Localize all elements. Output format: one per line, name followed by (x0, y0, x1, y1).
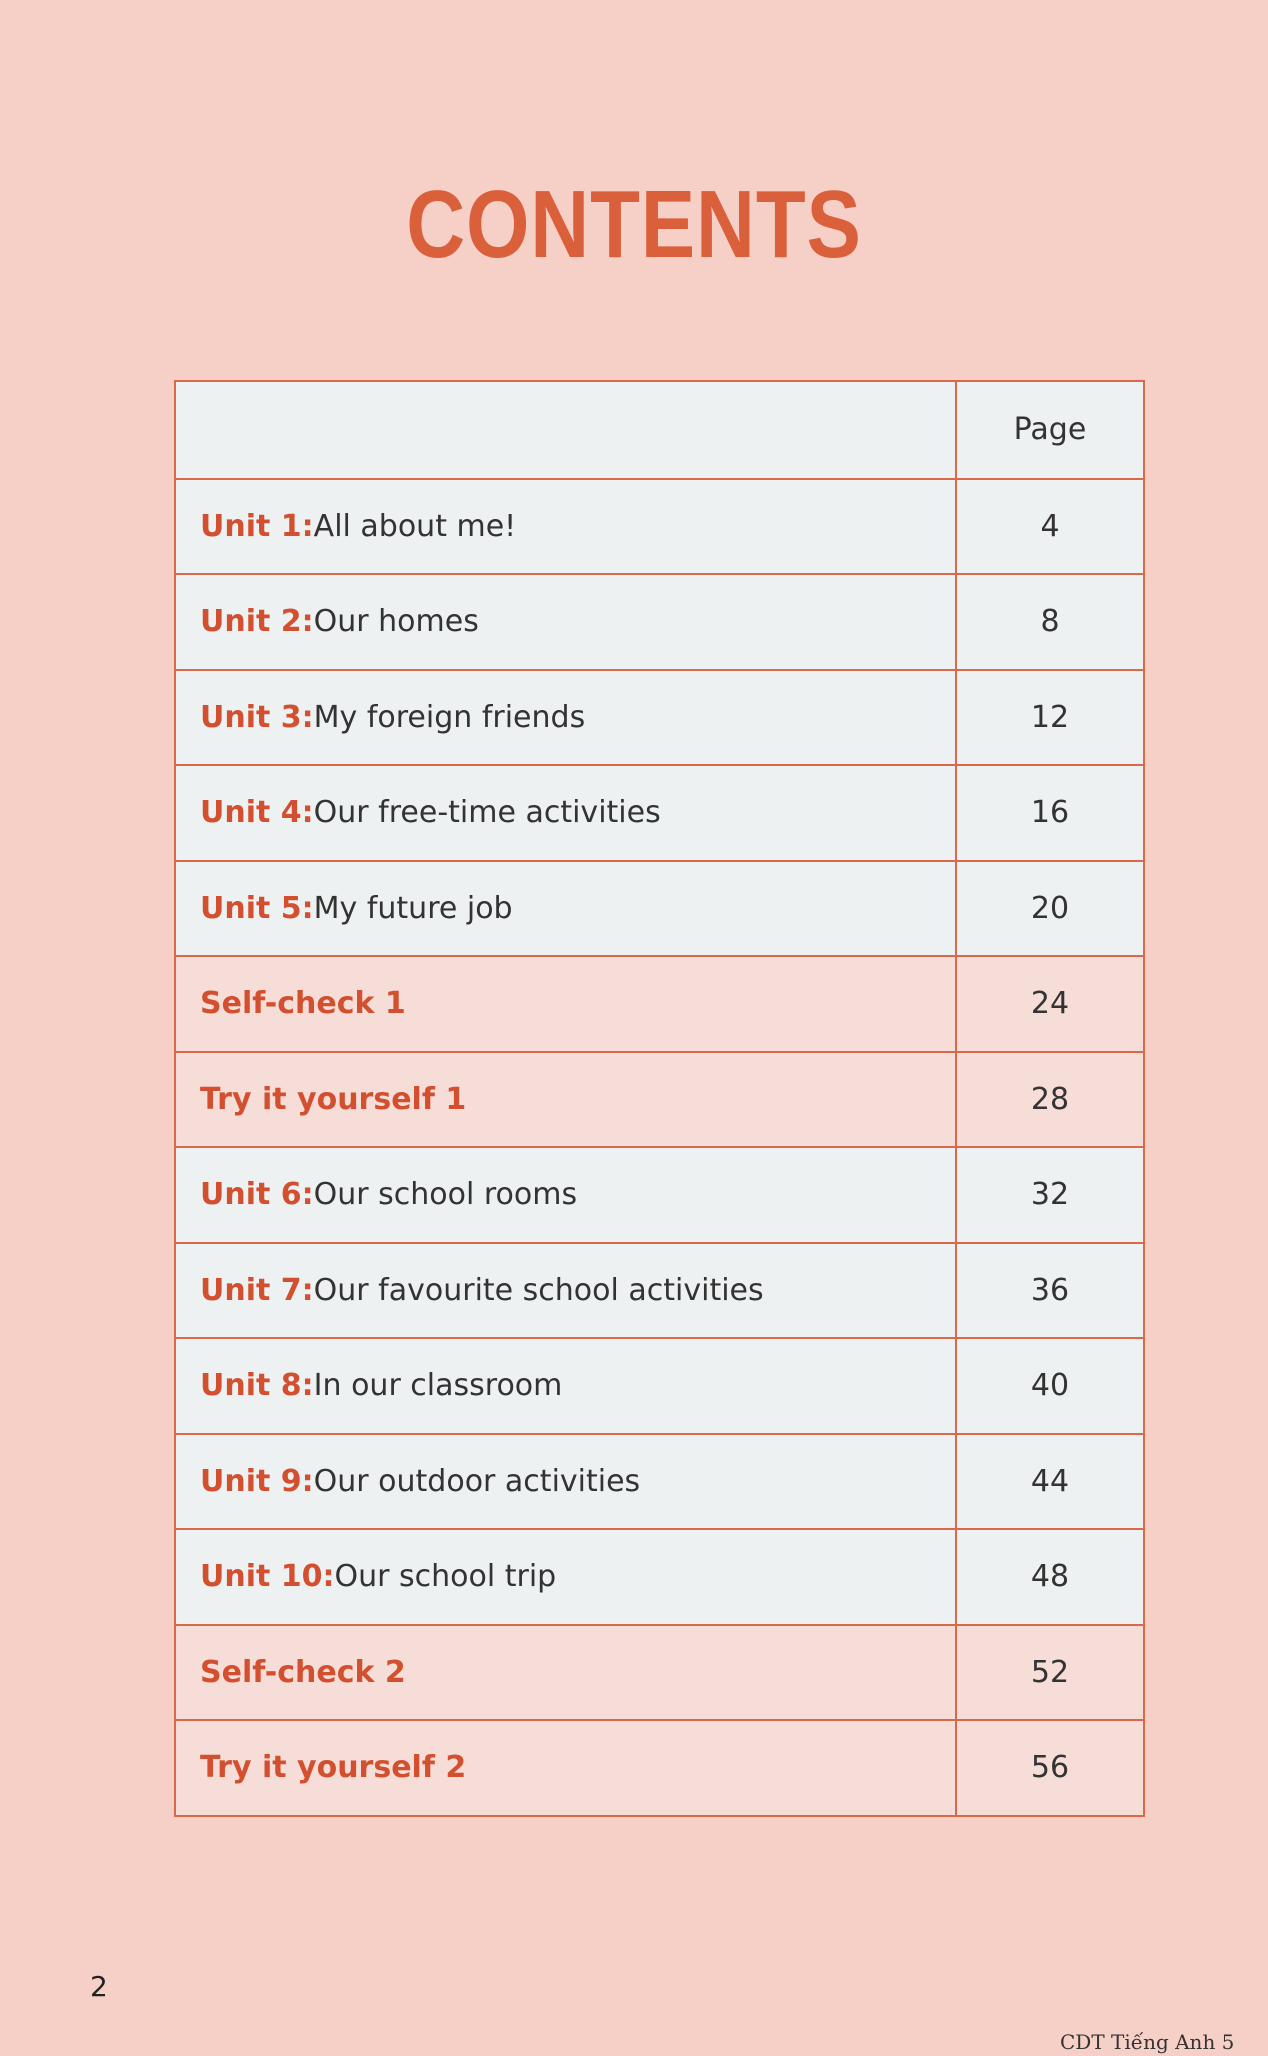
page-number: 8 (955, 575, 1143, 669)
unit-title: My foreign friends (313, 699, 586, 735)
entry: Unit 7: Our favourite school activities (176, 1244, 955, 1338)
unit-label: Unit 2: (200, 604, 314, 640)
book-name: CDT Tiếng Anh 5 (1060, 2030, 1235, 2054)
unit-title: Our outdoor activities (313, 1463, 641, 1499)
contents-row: Unit 9: Our outdoor activities 44 (176, 1432, 1143, 1529)
contents-row: Self-check 1 24 (176, 955, 1143, 1051)
page-number: 56 (955, 1721, 1143, 1815)
contents-row: Unit 5: My future job 20 (176, 859, 1143, 956)
contents-row: Self-check 2 52 (176, 1623, 1143, 1720)
page-number: 12 (955, 670, 1143, 764)
page-number: 32 (955, 1148, 1143, 1242)
entry: Unit 5: My future job (176, 862, 955, 956)
entry: Try it yourself 2 (176, 1721, 955, 1815)
contents-row: Unit 10: Our school trip 48 (176, 1528, 1143, 1624)
page-number: 28 (955, 1052, 1143, 1146)
page-number: 52 (955, 1625, 1143, 1719)
entry: Try it yourself 1 (176, 1053, 955, 1147)
unit-label: Unit 5: (200, 890, 314, 926)
unit-label: Try it yourself 2 (200, 1750, 467, 1786)
unit-title: My future job (313, 890, 513, 926)
unit-label: Unit 10: (200, 1559, 335, 1595)
page-number: 4 (955, 479, 1143, 573)
page-number: 2 (90, 1970, 108, 2003)
unit-label: Unit 7: (200, 1272, 314, 1308)
entry: Unit 2: Our homes (176, 575, 955, 669)
entry: Unit 8: In our classroom (176, 1339, 955, 1433)
entry: Unit 1: All about me! (176, 480, 955, 574)
entry: Unit 10: Our school trip (176, 1530, 955, 1624)
unit-title: Our free-time activities (313, 795, 661, 831)
contents-row: Unit 7: Our favourite school activities 3… (176, 1241, 1143, 1338)
entry: Unit 6: Our school rooms (176, 1148, 955, 1242)
unit-label: Self-check 2 (200, 1654, 406, 1690)
page-number: 40 (955, 1339, 1143, 1433)
unit-label: Unit 9: (200, 1463, 314, 1499)
contents-row: Unit 2: Our homes 8 (176, 573, 1143, 669)
unit-label: Unit 6: (200, 1177, 314, 1213)
unit-label: Self-check 1 (200, 986, 406, 1022)
unit-title: Our favourite school activities (313, 1272, 764, 1308)
contents-row: Unit 3: My foreign friends 12 (176, 668, 1143, 765)
unit-label: Unit 3: (200, 699, 314, 735)
contents-row: Unit 4: Our free-time activities 16 (176, 764, 1143, 860)
entry: Unit 4: Our free-time activities (176, 766, 955, 860)
contents-row: Try it yourself 1 28 (176, 1050, 1143, 1147)
unit-label: Unit 4: (200, 795, 314, 831)
unit-title: Our school trip (334, 1559, 557, 1595)
unit-label: Unit 1: (200, 508, 314, 544)
header-cell (176, 382, 955, 478)
page-number: 44 (955, 1434, 1143, 1528)
entry: Self-check 1 (176, 957, 955, 1051)
header-row: Page (176, 382, 1143, 478)
contents-row: Unit 1: All about me! 4 (176, 477, 1143, 574)
page-number: 36 (955, 1243, 1143, 1337)
unit-title: Our homes (313, 604, 479, 640)
unit-label: Unit 8: (200, 1368, 314, 1404)
entry: Unit 3: My foreign friends (176, 671, 955, 765)
unit-title: All about me! (313, 508, 517, 544)
page-header: Page (955, 382, 1143, 478)
page-number: 16 (955, 766, 1143, 860)
page-number: 24 (955, 957, 1143, 1051)
page-number: 20 (955, 861, 1143, 955)
entry: Self-check 2 (176, 1626, 955, 1720)
contents-row: Unit 6: Our school rooms 32 (176, 1146, 1143, 1242)
unit-title: In our classroom (313, 1368, 563, 1404)
unit-title: Our school rooms (313, 1177, 578, 1213)
title: CONTENTS (406, 171, 862, 278)
unit-label: Try it yourself 1 (200, 1081, 467, 1117)
page-number: 48 (955, 1530, 1143, 1624)
contents-table: Page Unit 1: All about me! 4 Unit 2: Our ho… (174, 380, 1145, 1817)
contents-row: Try it yourself 2 56 (176, 1719, 1143, 1815)
entry: Unit 9: Our outdoor activities (176, 1435, 955, 1529)
contents-row: Unit 8: In our classroom 40 (176, 1337, 1143, 1433)
